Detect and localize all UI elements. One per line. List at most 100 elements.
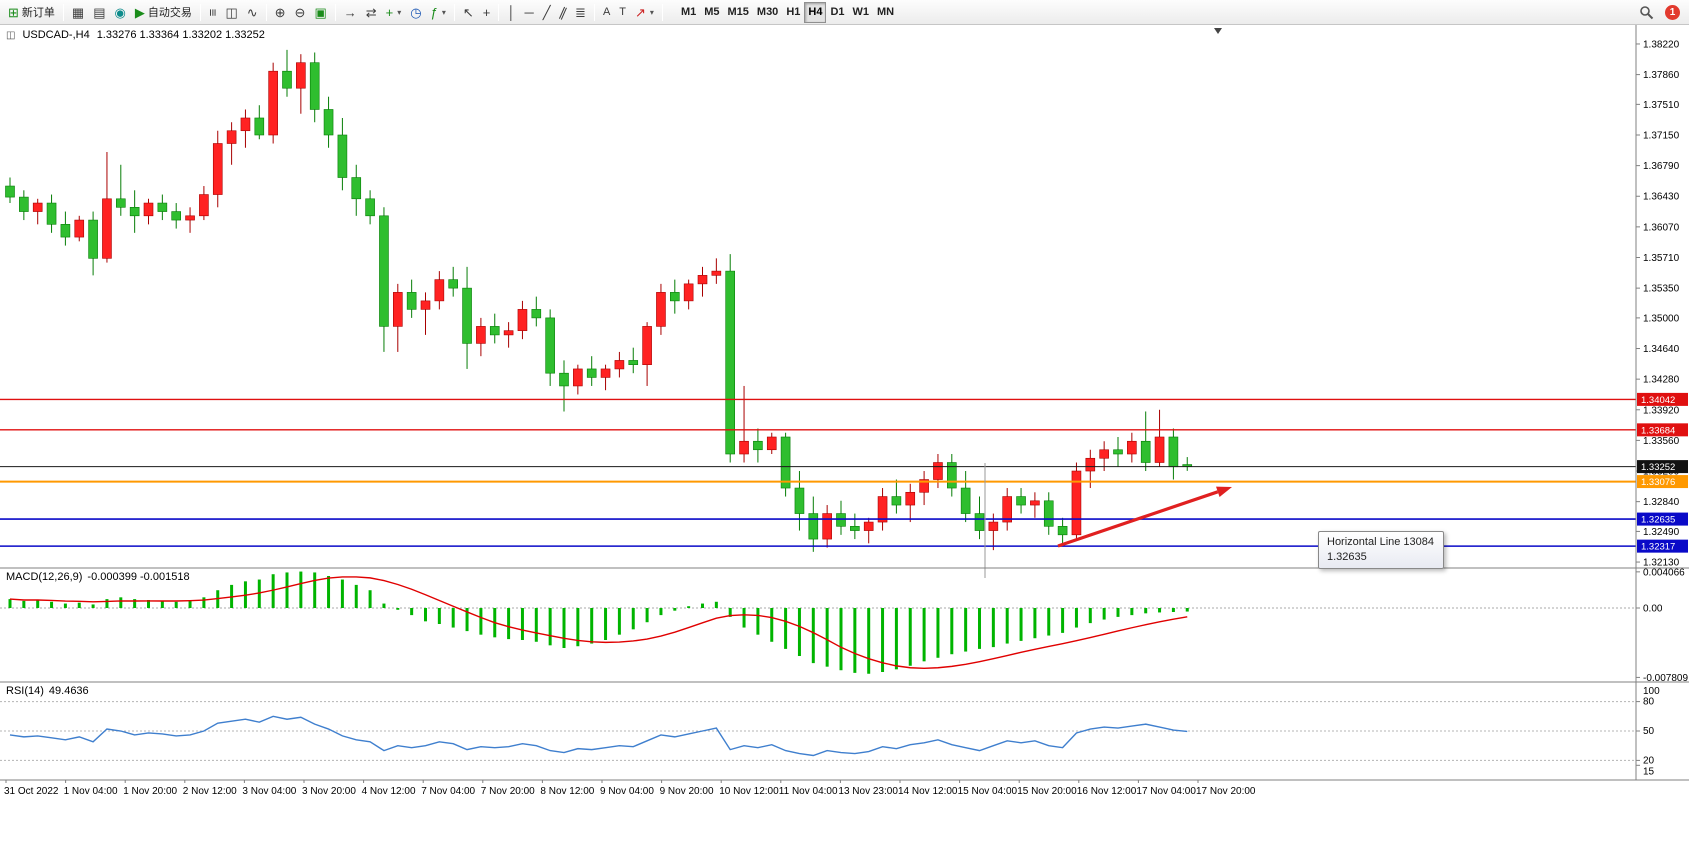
svg-text:7 Nov 04:00: 7 Nov 04:00 [421,786,475,797]
channel-button[interactable]: ∥ [556,2,571,23]
svg-text:50: 50 [1643,726,1655,737]
auto-trading-label: 自动交易 [147,7,192,19]
rsi-label: RSI(14) 49.4636 [6,685,89,697]
auto-trading-button[interactable]: ▶ 自动交易 [131,2,196,23]
timeframe-m5-button[interactable]: M5 [700,2,723,23]
line-chart-button[interactable]: ∿ [243,2,262,23]
auto-scroll-icon: → [343,4,357,20]
zoom-in-button[interactable]: ⊕ [271,2,290,23]
svg-text:1.37860: 1.37860 [1643,70,1680,81]
svg-text:1.34042: 1.34042 [1641,395,1675,406]
rsi-value: 49.4636 [48,685,89,697]
timeframe-m30-button[interactable]: M30 [753,2,782,23]
macd-panel [0,571,1636,674]
charts-button[interactable]: ▦ [68,2,88,23]
svg-text:1.32490: 1.32490 [1643,527,1680,538]
svg-text:1 Nov 20:00: 1 Nov 20:00 [123,786,177,797]
svg-text:80: 80 [1643,697,1655,708]
rsi-line [9,715,1188,757]
search-icon [1640,5,1654,19]
svg-text:1 Nov 04:00: 1 Nov 04:00 [64,786,118,797]
timeframe-w1-button[interactable]: W1 [849,2,874,23]
profiles-icon: ▤ [93,4,106,20]
indicators-button[interactable]: ƒ ▾ [427,2,450,23]
timeframe-m15-button[interactable]: M15 [724,2,753,23]
chevron-down-icon: ▾ [397,7,402,17]
chart-shift-marker[interactable] [1214,28,1222,34]
macd-label: MACD(12,26,9) -0.000399 -0.001518 [6,571,190,583]
trend-arrow[interactable] [1057,486,1232,548]
chart-window[interactable]: 1.38220 1.37860 1.37510 1.37150 1.36790 1.364… [0,25,1689,867]
svg-text:1.35000: 1.35000 [1643,313,1680,324]
new-order-button[interactable]: ⊞ 新订单 [4,2,59,23]
bar-chart-button[interactable]: ≡ [205,2,221,23]
svg-text:3 Nov 20:00: 3 Nov 20:00 [302,786,356,797]
chevron-down-icon: ▾ [441,7,446,17]
arrows-button[interactable]: ↗ ▾ [631,2,658,23]
search-button[interactable] [1635,2,1658,23]
channel-icon: ∥ [556,3,569,21]
svg-text:1.34640: 1.34640 [1643,344,1680,355]
toolbar-separator [334,3,336,21]
timeframe-d1-button[interactable]: D1 [826,2,848,23]
alerts-button[interactable]: ◉ [111,2,130,23]
svg-text:1.32840: 1.32840 [1643,497,1680,508]
toolbar-separator [498,3,500,21]
tile-windows-icon: ▣ [314,4,327,20]
profiles-button[interactable]: ▤ [89,2,109,23]
fibonacci-button[interactable]: ≣ [571,2,590,23]
rsi-name: RSI(14) [6,685,44,697]
notification-badge[interactable]: 1 [1665,4,1680,20]
timeframe-h1-button[interactable]: H1 [782,2,804,23]
text-button[interactable]: A [599,2,614,23]
tile-windows-button[interactable]: ▣ [310,2,330,23]
svg-text:1.35350: 1.35350 [1643,284,1680,295]
svg-text:1.34280: 1.34280 [1643,375,1680,386]
macd-signal-line [9,576,1188,670]
timeframe-mn-button[interactable]: MN [873,2,898,23]
timeframe-h4-button[interactable]: H4 [804,1,827,23]
new-chart-button[interactable]: + ▾ [382,2,406,23]
svg-text:1.32130: 1.32130 [1643,558,1680,569]
toolbar-separator [453,3,455,21]
svg-text:1.36430: 1.36430 [1643,192,1680,203]
svg-text:8 Nov 12:00: 8 Nov 12:00 [540,786,594,797]
text-label-icon: T [619,5,627,18]
horizontal-line-tooltip: Horizontal Line 13084 1.32635 [1318,531,1444,569]
trendline-icon: ╱ [542,4,551,20]
cursor-button[interactable]: ↖ [459,2,478,23]
chart-shift-button[interactable]: ⇄ [362,2,381,23]
new-order-label: 新订单 [21,7,55,19]
svg-text:1.35710: 1.35710 [1643,253,1680,264]
svg-text:9 Nov 20:00: 9 Nov 20:00 [660,786,714,797]
horizontal-line-icon: ─ [524,4,534,20]
trendline-button[interactable]: ╱ [539,2,555,23]
svg-text:1.36070: 1.36070 [1643,222,1680,233]
svg-text:17 Nov 04:00: 17 Nov 04:00 [1136,786,1196,797]
svg-text:0.00: 0.00 [1643,604,1663,615]
zoom-out-button[interactable]: ⊖ [291,2,310,23]
svg-text:1.38220: 1.38220 [1643,39,1680,50]
timeframe-m1-button[interactable]: M1 [677,2,700,23]
price-badges: 1.34042 1.33684 1.33076 1.32635 1.32317 1.332… [1637,392,1688,553]
symbol-period-label: USDCAD-,H4 [22,29,90,41]
horizontal-line-button[interactable]: ─ [520,2,537,23]
text-label-button[interactable]: T [615,2,630,23]
toolbar-separator [593,3,595,21]
clock-button[interactable]: ◷ [406,2,425,23]
svg-text:-0.007809: -0.007809 [1643,673,1688,684]
zoom-in-icon: ⊕ [274,4,286,20]
svg-text:13 Nov 23:00: 13 Nov 23:00 [838,786,898,797]
crosshair-button[interactable]: + [479,2,495,23]
alerts-icon: ◉ [114,4,126,20]
candlestick-chart-button[interactable]: ◫ [221,2,241,23]
vertical-line-button[interactable]: │ [503,2,519,23]
indicators-icon: ƒ [430,4,438,20]
svg-text:16 Nov 12:00: 16 Nov 12:00 [1077,786,1137,797]
chart-canvas[interactable]: 1.38220 1.37860 1.37510 1.37150 1.36790 1.364… [0,25,1689,867]
svg-text:1.37510: 1.37510 [1643,100,1680,111]
auto-scroll-button[interactable]: → [340,2,361,23]
svg-text:4 Nov 12:00: 4 Nov 12:00 [362,786,416,797]
svg-text:7 Nov 20:00: 7 Nov 20:00 [481,786,535,797]
svg-text:1.32635: 1.32635 [1641,515,1675,526]
